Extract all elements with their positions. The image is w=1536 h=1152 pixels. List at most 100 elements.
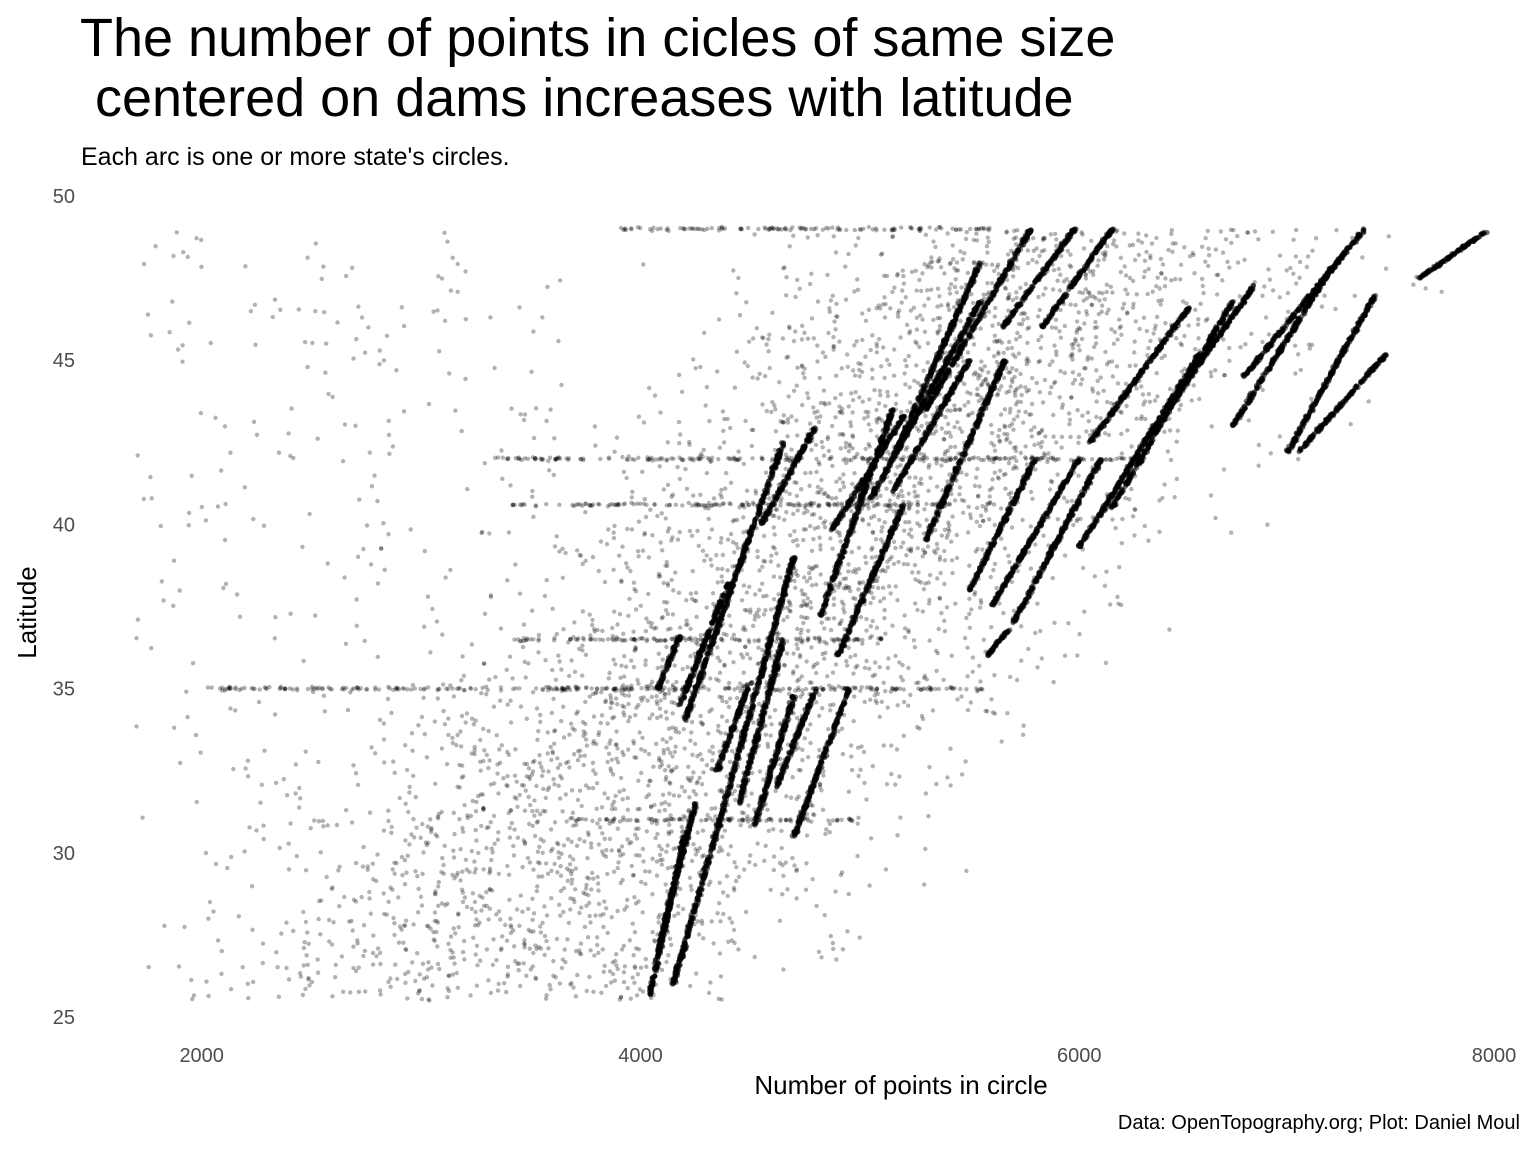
- data-point: [876, 416, 881, 421]
- data-point: [831, 602, 837, 607]
- data-point: [703, 403, 708, 408]
- data-point: [1018, 371, 1023, 377]
- data-point: [841, 432, 846, 438]
- data-point: [619, 663, 624, 668]
- data-point: [818, 638, 823, 643]
- data-point: [715, 655, 720, 660]
- data-point: [450, 255, 455, 260]
- data-point: [604, 847, 609, 853]
- data-point: [400, 873, 405, 878]
- data-point: [599, 686, 605, 691]
- data-point: [1098, 375, 1103, 380]
- data-point: [451, 926, 456, 931]
- data-point: [450, 872, 455, 878]
- data-point: [1053, 231, 1058, 237]
- data-point: [505, 457, 511, 462]
- data-point: [791, 651, 796, 656]
- data-point: [605, 930, 610, 936]
- data-point: [583, 501, 588, 506]
- data-point: [884, 782, 890, 787]
- data-point: [288, 611, 293, 616]
- data-point: [512, 795, 517, 800]
- data-point: [694, 971, 699, 976]
- data-point: [593, 637, 598, 642]
- data-point: [914, 327, 920, 332]
- data-point: [1136, 231, 1141, 236]
- data-point: [884, 508, 889, 514]
- data-point: [590, 760, 596, 765]
- data-point: [659, 847, 664, 852]
- data-point: [617, 612, 623, 617]
- data-point: [825, 674, 830, 679]
- data-point: [731, 268, 736, 273]
- data-point: [543, 658, 548, 663]
- data-point: [1009, 421, 1015, 427]
- data-point: [320, 686, 326, 691]
- data-point: [589, 887, 594, 892]
- data-point: [636, 702, 641, 708]
- data-point: [618, 880, 623, 886]
- data-point: [548, 407, 553, 412]
- data-point: [601, 969, 606, 974]
- data-point: [891, 373, 897, 378]
- data-point: [1019, 624, 1024, 629]
- data-point: [613, 686, 618, 691]
- data-point: [525, 855, 531, 861]
- data-point: [750, 336, 756, 341]
- data-point: [822, 626, 827, 631]
- data-point: [803, 592, 808, 597]
- data-point: [1037, 253, 1042, 259]
- data-point: [970, 456, 975, 461]
- data-point: [982, 364, 987, 369]
- data-point: [677, 455, 682, 460]
- data-point: [293, 762, 299, 767]
- data-point: [547, 455, 553, 460]
- data-point: [407, 784, 412, 790]
- data-point: [657, 809, 662, 814]
- data-point: [1092, 574, 1098, 579]
- data-point: [594, 689, 599, 695]
- data-point: [642, 748, 648, 754]
- data-point: [996, 434, 1001, 439]
- data-point: [395, 976, 400, 982]
- data-point: [403, 947, 409, 953]
- data-point: [1125, 291, 1130, 297]
- data-point: [1163, 320, 1168, 326]
- data-point: [662, 692, 668, 697]
- data-point: [757, 769, 763, 774]
- data-point: [1023, 385, 1028, 390]
- data-point: [681, 727, 686, 732]
- data-point: [240, 965, 245, 970]
- data-point: [846, 404, 851, 409]
- data-point: [586, 892, 591, 898]
- data-point: [282, 686, 288, 691]
- data-point: [795, 365, 800, 370]
- data-point: [717, 658, 723, 664]
- data-point: [330, 994, 335, 999]
- data-point: [651, 686, 656, 691]
- data-point: [786, 324, 792, 329]
- data-point: [1003, 486, 1008, 491]
- data-point: [710, 591, 716, 596]
- data-point: [598, 720, 603, 726]
- data-point: [552, 729, 557, 734]
- data-point: [915, 493, 921, 499]
- data-point: [782, 663, 788, 668]
- data-point: [629, 683, 634, 688]
- data-point: [504, 938, 510, 943]
- data-point: [771, 597, 777, 602]
- data-point: [1227, 345, 1232, 351]
- data-point: [461, 774, 466, 779]
- data-point: [508, 720, 514, 725]
- data-point: [690, 596, 695, 602]
- data-point: [790, 539, 796, 544]
- data-point: [198, 750, 203, 755]
- data-point: [743, 644, 748, 650]
- data-point: [659, 801, 664, 806]
- data-point: [180, 359, 185, 364]
- data-point: [330, 885, 335, 890]
- data-point: [689, 858, 695, 864]
- data-point: [608, 696, 614, 701]
- data-point: [177, 588, 182, 593]
- data-point: [1141, 402, 1146, 407]
